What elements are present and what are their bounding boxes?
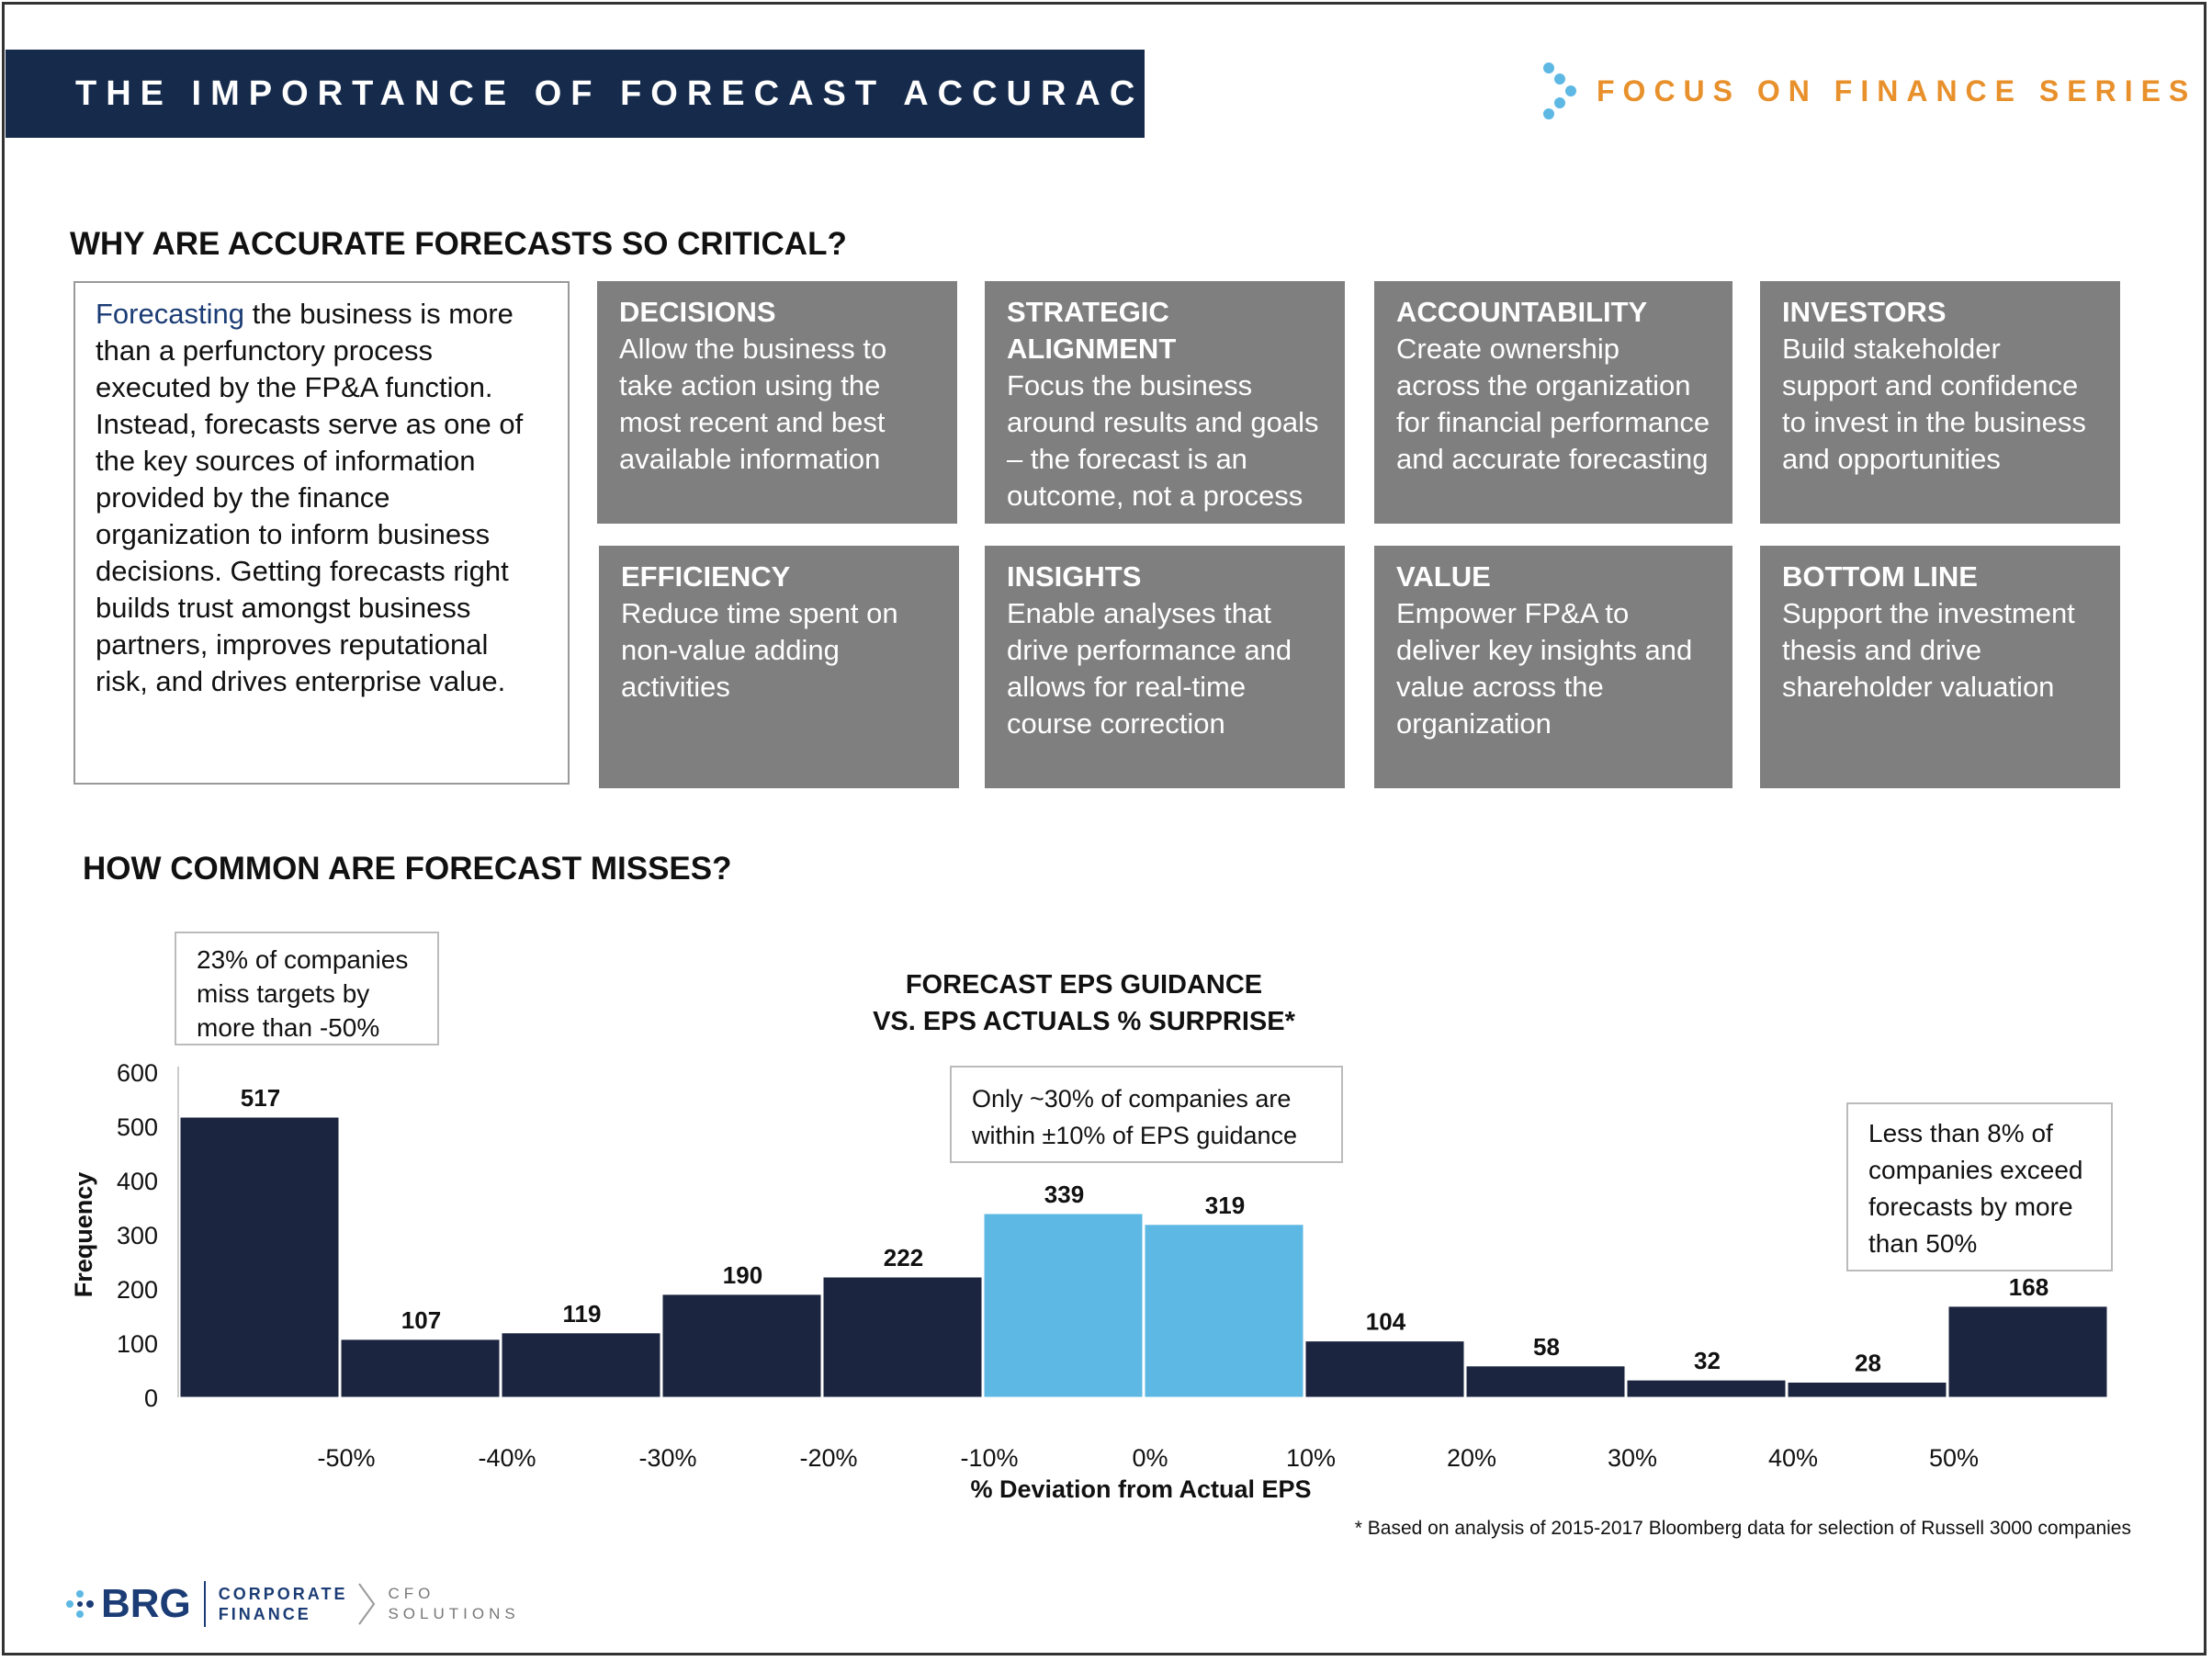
card-title: INSIGHTS bbox=[1007, 560, 1142, 593]
brg-logo: BRG CORPORATE FINANCE CFO SOLUTIONS bbox=[64, 1576, 520, 1632]
cfo-solutions-label: CFO SOLUTIONS bbox=[377, 1584, 519, 1624]
card-text: Allow the business to take action using … bbox=[619, 333, 887, 475]
footnote: * Based on analysis of 2015-2017 Bloombe… bbox=[1354, 1518, 2131, 1539]
chart-title-line2: VS. EPS ACTUALS % SURPRISE* bbox=[873, 1007, 1295, 1036]
callout-left: 23% of companies miss targets by more th… bbox=[175, 932, 439, 1045]
logo-sub2: SOLUTIONS bbox=[388, 1605, 520, 1622]
intro-body: the business is more than a perfunctory … bbox=[96, 298, 524, 697]
card-title: EFFICIENCY bbox=[621, 560, 791, 593]
brg-dots-icon bbox=[66, 1590, 94, 1618]
section-heading-misses: HOW COMMON ARE FORECAST MISSES? bbox=[83, 851, 732, 887]
card-title: INVESTORS bbox=[1782, 296, 1947, 328]
card-title: VALUE bbox=[1396, 560, 1491, 593]
logo-divider bbox=[203, 1581, 206, 1627]
card-efficiency: EFFICIENCY Reduce time spent on non-valu… bbox=[599, 546, 959, 788]
page-title: THE IMPORTANCE OF FORECAST ACCURACY bbox=[75, 74, 1177, 113]
card-text: Focus the business around results and go… bbox=[1007, 369, 1319, 512]
chevron-right-icon bbox=[358, 1583, 376, 1625]
card-text: Empower FP&A to deliver key insights and… bbox=[1396, 597, 1693, 740]
card-insights: INSIGHTS Enable analyses that drive perf… bbox=[985, 546, 1345, 788]
card-text: Enable analyses that drive performance a… bbox=[1007, 597, 1292, 740]
chart-title: FORECAST EPS GUIDANCE VS. EPS ACTUALS % … bbox=[827, 966, 1341, 1040]
chart-title-line1: FORECAST EPS GUIDANCE bbox=[905, 970, 1263, 1000]
card-text: Build stakeholder support and confidence… bbox=[1782, 333, 2086, 475]
intro-text-box: Forecasting the business is more than a … bbox=[73, 281, 570, 785]
logo-sub1: CFO bbox=[388, 1585, 435, 1602]
card-value: VALUE Empower FP&A to deliver key insigh… bbox=[1374, 546, 1732, 788]
section-heading-critical: WHY ARE ACCURATE FORECASTS SO CRITICAL? bbox=[70, 226, 847, 262]
title-banner bbox=[6, 50, 1145, 138]
corporate-finance-label: CORPORATE FINANCE bbox=[219, 1584, 348, 1624]
card-title: STRATEGIC ALIGNMENT bbox=[1007, 296, 1177, 365]
card-title: DECISIONS bbox=[619, 296, 776, 328]
dots-logo-icon bbox=[1543, 62, 1576, 119]
brg-wordmark: BRG bbox=[101, 1581, 191, 1626]
card-decisions: DECISIONS Allow the business to take act… bbox=[597, 281, 957, 524]
card-title: ACCOUNTABILITY bbox=[1396, 296, 1648, 328]
card-accountability: ACCOUNTABILITY Create ownership across t… bbox=[1374, 281, 1732, 524]
series-title: FOCUS ON FINANCE SERIES bbox=[1597, 73, 2197, 107]
card-investors: INVESTORS Build stakeholder support and … bbox=[1760, 281, 2120, 524]
intro-highlight: Forecasting bbox=[96, 298, 244, 330]
card-bottom-line: BOTTOM LINE Support the investment thesi… bbox=[1760, 546, 2120, 788]
card-text: Support the investment thesis and drive … bbox=[1782, 597, 2075, 703]
callout-right: Less than 8% of companies exceed forecas… bbox=[1846, 1102, 2113, 1271]
card-text: Create ownership across the organization… bbox=[1396, 333, 1710, 475]
series-badge: FOCUS ON FINANCE SERIES bbox=[1541, 61, 2196, 121]
logo-line1: CORPORATE bbox=[218, 1585, 348, 1603]
card-title: BOTTOM LINE bbox=[1782, 560, 1978, 593]
card-strategic-alignment: STRATEGIC ALIGNMENT Focus the business a… bbox=[985, 281, 1345, 524]
callout-mid: Only ~30% of companies are within ±10% o… bbox=[950, 1066, 1343, 1163]
card-text: Reduce time spent on non-value adding ac… bbox=[621, 597, 898, 703]
logo-line2: FINANCE bbox=[218, 1605, 311, 1623]
